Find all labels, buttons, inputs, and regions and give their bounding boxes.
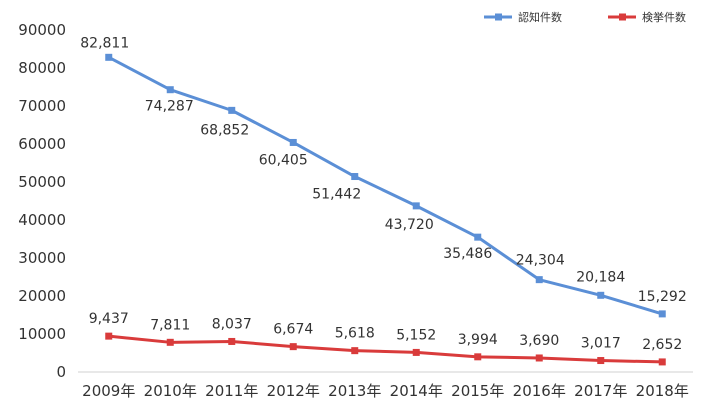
data-label: 8,037 [212,316,252,332]
y-tick-label: 90000 [18,21,66,39]
series-lines [107,55,664,364]
data-point [351,347,359,355]
data-label: 6,674 [273,322,313,338]
series-line-1 [107,55,664,316]
x-tick-label: 2011年 [205,382,258,400]
x-tick-label: 2009年 [82,382,135,400]
data-point [166,86,174,94]
legend-label: 検挙件数 [642,10,686,24]
legend-label: 認知件数 [518,10,562,24]
data-label: 24,304 [516,253,565,269]
data-point [105,53,113,61]
x-axis: 2009年 2010年 2011年 2012年 2013年 2014年 2015年 2016年… [78,371,693,400]
data-label: 68,852 [200,122,249,138]
data-label: 5,618 [335,326,375,342]
data-point [289,138,297,146]
x-tick-label: 2018年 [636,382,689,400]
data-label: 51,442 [312,187,361,203]
x-tick-label: 2015年 [451,382,504,400]
y-tick-label: 10000 [18,325,66,343]
data-point [351,173,359,181]
data-point [535,354,543,362]
legend-swatch-marker [495,13,502,21]
data-label: 3,017 [581,336,621,352]
x-tick-label: 2010年 [144,382,197,400]
data-labels: 82,811 74,287 68,852 60,405 51,442 43,720 35,4… [80,35,687,353]
x-tick-label: 2017年 [574,382,627,400]
data-label: 5,152 [396,327,436,343]
data-label: 3,690 [519,333,559,349]
y-tick-label: 70000 [18,97,66,115]
y-tick-label: 80000 [18,59,66,77]
data-point [228,337,236,345]
series-line-2 [107,334,664,364]
data-point [597,357,605,365]
legend: 認知件数 検挙件数 [484,10,686,24]
data-point [412,348,420,356]
y-tick-label: 40000 [18,211,66,229]
y-axis: 0 10000 20000 30000 40000 50000 60000 70000 8000… [18,21,66,381]
data-label: 3,994 [458,332,498,348]
data-point [228,106,236,114]
legend-swatch-marker [619,13,626,21]
data-point [474,353,482,361]
y-tick-label: 20000 [18,287,66,305]
data-label: 43,720 [385,217,434,233]
data-point [412,202,420,210]
x-tick-label: 2012年 [267,382,320,400]
data-label: 9,437 [89,311,129,327]
series-markers [105,53,666,366]
data-point [658,310,666,318]
data-label: 2,652 [642,337,682,353]
data-label: 7,811 [150,317,190,333]
data-label: 60,405 [259,152,308,168]
data-point [289,343,297,351]
data-point [166,338,174,346]
y-tick-label: 0 [56,363,66,381]
data-point [535,276,543,284]
data-label: 20,184 [576,269,625,285]
data-point [658,358,666,366]
data-point [474,233,482,241]
data-label: 74,287 [145,99,194,115]
y-tick-label: 30000 [18,249,66,267]
y-tick-label: 50000 [18,173,66,191]
y-tick-label: 60000 [18,135,66,153]
data-label: 15,292 [638,289,687,305]
data-label: 82,811 [80,35,129,51]
x-tick-label: 2016年 [513,382,566,400]
data-point [105,332,113,340]
x-tick-label: 2014年 [390,382,443,400]
data-label: 35,486 [443,246,492,262]
x-tick-label: 2013年 [328,382,381,400]
data-point [597,291,605,299]
